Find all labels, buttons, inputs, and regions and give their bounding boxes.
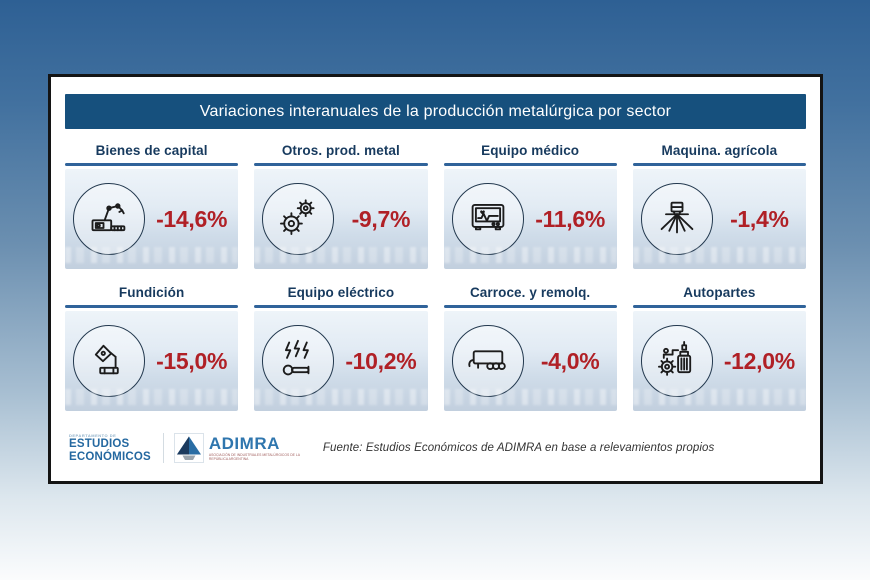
sector-card: Otros. prod. metal -9,7% [254, 141, 428, 269]
sector-panel: -11,6% [443, 169, 617, 269]
sector-card: Equipo eléctrico -10,2% [254, 283, 428, 411]
sector-icon-circle [73, 325, 145, 397]
lightning-wrench-icon [276, 337, 320, 386]
foundry-pour-icon [87, 337, 131, 386]
sector-grid: Bienes de capital -14,6% Otros. prod. me… [65, 141, 806, 411]
infographic-card: Variaciones interanuales de la producció… [48, 74, 823, 484]
sector-title: Carroce. y remolq. [469, 285, 591, 300]
sector-title: Fundición [118, 285, 185, 300]
sector-title-underline [254, 305, 428, 308]
sector-title-underline [65, 305, 239, 308]
sector-icon-circle [262, 183, 335, 255]
sector-panel: -12,0% [632, 311, 806, 411]
seeder-icon [655, 195, 699, 244]
logo-divider [162, 433, 164, 463]
sector-icon-circle [451, 183, 524, 255]
department-name-line2: ECONÓMICOS [69, 450, 151, 463]
footer: DEPARTAMENTO DE ESTUDIOS ECONÓMICOS ADIM… [65, 427, 806, 469]
estudios-economicos-logo: DEPARTAMENTO DE ESTUDIOS ECONÓMICOS [69, 433, 151, 463]
sector-value: -10,2% [345, 347, 417, 374]
robotic-arm-icon [87, 195, 131, 244]
sector-title: Maquina. agrícola [661, 143, 778, 158]
sector-value: -1,4% [730, 205, 789, 232]
sector-title: Bienes de capital [95, 143, 208, 158]
sector-value: -11,6% [535, 205, 606, 232]
sector-value: -4,0% [540, 347, 600, 374]
sector-icon-circle [73, 183, 145, 255]
gears-icon [276, 195, 320, 244]
department-name-line1: ESTUDIOS [69, 437, 130, 450]
sector-card: Carroce. y remolq. -4,0% [443, 283, 617, 411]
sector-panel: -15,0% [65, 311, 239, 411]
sector-value: -12,0% [723, 347, 795, 374]
sector-panel: -14,6% [65, 169, 239, 269]
sector-icon-circle [262, 325, 335, 397]
department-small-label: DEPARTAMENTO DE [69, 432, 117, 438]
adimra-logo: ADIMRA ASOCIACIÓN DE INDUSTRIALES METALÚ… [173, 433, 309, 463]
sector-title: Otros. prod. metal [281, 143, 400, 158]
sector-title-underline [632, 163, 806, 166]
sector-title-underline [254, 163, 428, 166]
sector-card: Autopartes -12,0% [632, 283, 806, 411]
sector-title-underline [443, 163, 617, 166]
sector-value: -15,0% [156, 347, 228, 374]
heart-monitor-icon [466, 195, 510, 244]
trailer-icon [466, 337, 510, 386]
sector-panel: -1,4% [632, 169, 806, 269]
source-text: Fuente: Estudios Económicos de ADIMRA en… [322, 442, 715, 454]
sector-title-underline [443, 305, 617, 308]
sector-icon-circle [640, 183, 713, 255]
sector-title: Autopartes [683, 285, 756, 300]
sector-title-underline [632, 305, 806, 308]
sector-value: -9,7% [351, 205, 411, 232]
sector-title: Equipo eléctrico [287, 285, 395, 300]
sector-title-underline [65, 163, 239, 166]
sector-panel: -10,2% [254, 311, 428, 411]
sector-card: Maquina. agrícola -1,4% [632, 141, 806, 269]
sector-panel: -4,0% [443, 311, 617, 411]
sector-icon-circle [640, 325, 713, 397]
infographic-title: Variaciones interanuales de la producció… [199, 102, 672, 120]
sector-card: Bienes de capital -14,6% [65, 141, 239, 269]
sector-value: -14,6% [156, 205, 228, 232]
adimra-tagline: ASOCIACIÓN DE INDUSTRIALES METALÚRGICOS … [208, 453, 300, 462]
sector-title: Equipo médico [481, 143, 580, 158]
sector-card: Equipo médico -11,6% [443, 141, 617, 269]
adimra-wordmark: ADIMRA [208, 433, 280, 453]
adimra-logo-mark-icon [173, 433, 204, 463]
sector-icon-circle [451, 325, 524, 397]
auto-parts-icon [655, 337, 699, 386]
sector-card: Fundición -15,0% [65, 283, 239, 411]
sector-panel: -9,7% [254, 169, 428, 269]
header-bar: Variaciones interanuales de la producció… [65, 94, 806, 129]
